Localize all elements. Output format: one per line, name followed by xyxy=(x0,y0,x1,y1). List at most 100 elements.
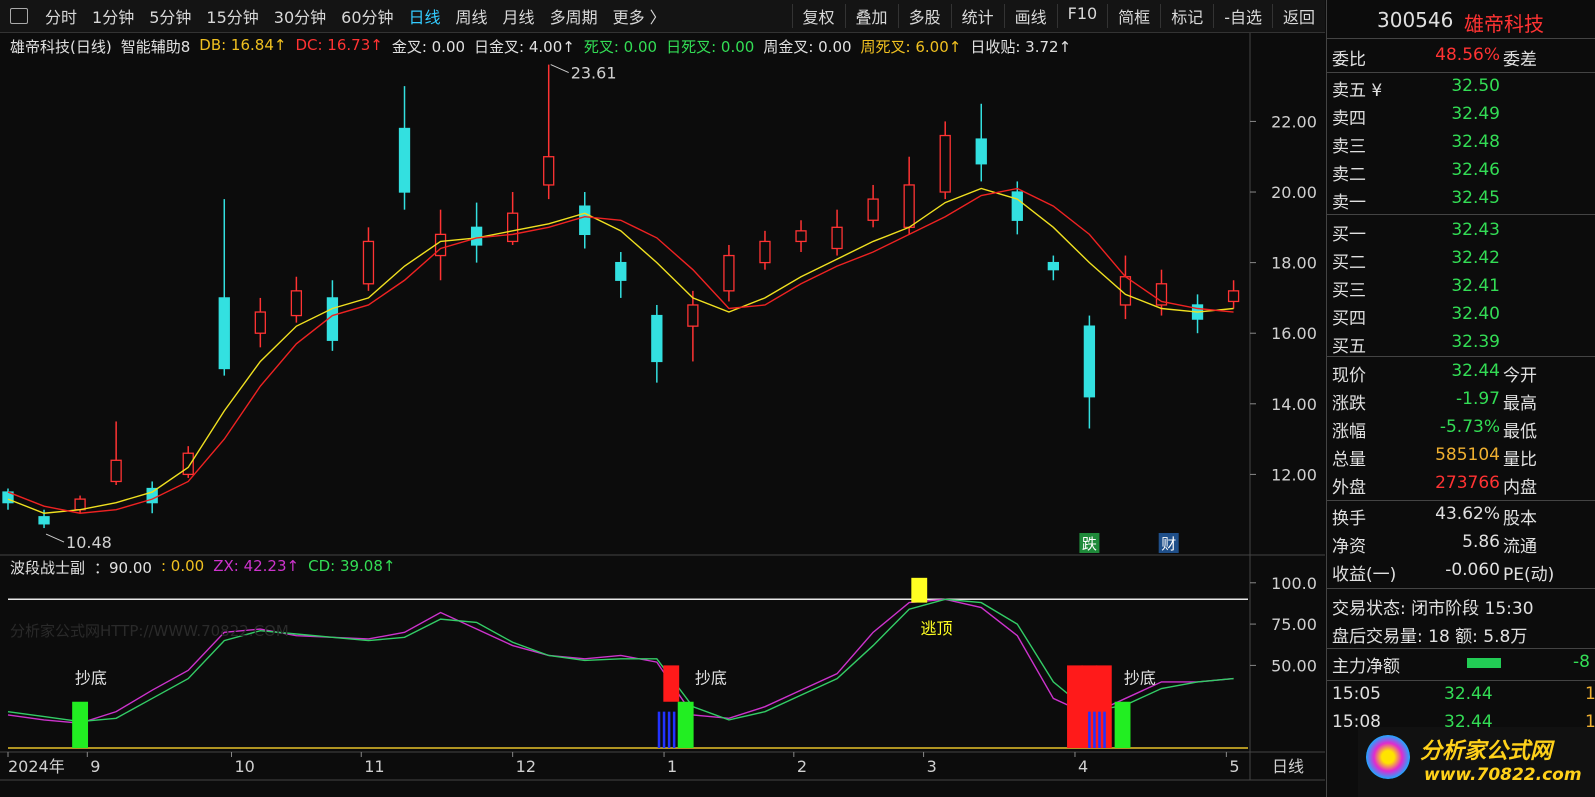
candle-body xyxy=(579,205,591,236)
tool-button[interactable]: 简框 xyxy=(1107,4,1160,28)
period-tab[interactable]: 周线 xyxy=(455,8,488,27)
candle-body xyxy=(795,230,807,243)
row-label: 今开 xyxy=(1503,366,1537,386)
period-tab[interactable]: 5分钟 xyxy=(149,8,192,27)
tool-button[interactable]: F10 xyxy=(1056,4,1108,28)
tool-button[interactable]: 统计 xyxy=(950,4,1004,28)
legend-item: ：90.00 xyxy=(94,559,152,577)
period-tab[interactable]: 月线 xyxy=(502,8,535,27)
brand-url: www.70822.com xyxy=(1424,765,1582,785)
row-value: 32.42 xyxy=(1451,248,1500,268)
row-label: 量比 xyxy=(1503,450,1537,470)
period-tab[interactable]: 多周期 xyxy=(549,8,598,27)
legend-item: DB: 16.84↑ xyxy=(199,36,287,54)
ask-row: 卖五 ¥ 32.50 xyxy=(1327,73,1595,101)
tool-button[interactable]: 多股 xyxy=(897,4,951,28)
menu-icon[interactable] xyxy=(10,8,28,24)
candle-body xyxy=(74,498,86,511)
signal-bar xyxy=(663,665,680,702)
candle-body xyxy=(2,491,14,504)
event-marker-box xyxy=(1158,533,1179,553)
y-tick-label: 22.00 xyxy=(1271,112,1317,131)
tool-button[interactable]: 画线 xyxy=(1003,4,1057,28)
tool-button[interactable]: 叠加 xyxy=(844,4,898,28)
candle-body xyxy=(38,516,50,525)
tool-button[interactable]: 返回 xyxy=(1271,4,1325,28)
bid-row: 买四 32.40 xyxy=(1327,301,1595,329)
legend-item: 日金叉: 4.00↑ xyxy=(474,38,575,56)
price-annotation: 10.48 xyxy=(66,533,112,552)
candle-body xyxy=(218,297,230,370)
x-tick-label: 1 xyxy=(667,757,677,776)
separator xyxy=(1327,680,1595,681)
period-tabs: 分时 1分钟 5分钟 15分钟 30分钟 60分钟 日线 周线 月线 多周期 更多 〉 xyxy=(0,4,666,28)
annotation-arrow xyxy=(550,64,569,74)
tool-button[interactable]: 复权 xyxy=(791,4,845,28)
separator xyxy=(1327,214,1595,215)
candle-body xyxy=(182,452,194,476)
stripe-bar xyxy=(1088,711,1091,748)
candle-body xyxy=(110,459,122,483)
after-hours: 盘后交易量: 18 额: 5.8万 xyxy=(1332,627,1528,647)
row-label: 收益(一) xyxy=(1332,565,1397,585)
tick-time: 15:05 xyxy=(1332,684,1381,704)
candle-body xyxy=(1227,290,1240,303)
candle-body xyxy=(723,254,735,292)
tick-price: 32.44 xyxy=(1444,684,1493,704)
row-label: 涨跌 xyxy=(1332,394,1366,414)
period-tab[interactable]: 更多 〉 xyxy=(612,8,666,27)
tool-button[interactable]: -自选 xyxy=(1213,4,1272,28)
candle-body xyxy=(254,311,266,334)
y-tick-label: 18.00 xyxy=(1271,254,1317,273)
row-label: 卖五 ¥ xyxy=(1332,81,1383,101)
stock-name: 雄帝科技 xyxy=(1464,12,1544,36)
bid-row: 买二 32.42 xyxy=(1327,245,1595,273)
tool-button[interactable]: 标记 xyxy=(1160,4,1213,28)
period-tab[interactable]: 日线 xyxy=(408,8,441,27)
brand-name: 分析家公式网 xyxy=(1420,739,1553,764)
row-value: 32.44 xyxy=(1451,361,1500,381)
period-tab[interactable]: 1分钟 xyxy=(92,8,135,27)
watermark: 分析家公式网HTTP://WWW.70822.COM xyxy=(10,622,289,640)
stripe-bar xyxy=(662,711,666,748)
legend-item: 周金叉: 0.00 xyxy=(763,38,852,56)
row-value: 32.43 xyxy=(1451,220,1500,240)
stripe-bar xyxy=(1103,711,1106,748)
order-ratio: 委比 48.56% 委差 xyxy=(1327,42,1595,70)
y-tick-label: 50.00 xyxy=(1271,656,1317,675)
quote-panel: 300546 雄帝科技 委比 48.56% 委差 卖五 ¥ 32.50 卖四 32.49 卖三… xyxy=(1326,0,1595,797)
period-tab[interactable]: 分时 xyxy=(45,8,78,27)
row-label: 委比 xyxy=(1332,50,1366,70)
separator xyxy=(1327,72,1595,73)
candle-body xyxy=(1083,325,1096,398)
row-label: 买二 xyxy=(1332,253,1366,273)
legend-item: 周死叉: 6.00↑ xyxy=(860,38,962,56)
main-flow-bar xyxy=(1467,658,1501,668)
tick-volume: 1. xyxy=(1585,684,1595,704)
candle-body xyxy=(939,134,951,193)
candle-body xyxy=(543,156,555,186)
candle-body xyxy=(687,304,699,327)
x-tick-label: 12 xyxy=(516,757,536,776)
candle-body xyxy=(1155,283,1168,306)
row-value: 48.56% xyxy=(1435,45,1500,65)
period-tab[interactable]: 15分钟 xyxy=(206,8,259,27)
y-tick-label: 100.0 xyxy=(1271,574,1317,593)
ask-row: 卖一 32.45 xyxy=(1327,185,1595,213)
signal-label: 逃顶 xyxy=(921,619,953,638)
legend-item: : 0.00 xyxy=(160,557,205,575)
row-label: 总量 xyxy=(1332,450,1366,470)
separator xyxy=(1327,38,1595,39)
row-value: 273766 xyxy=(1435,473,1500,493)
period-tab[interactable]: 60分钟 xyxy=(341,8,394,27)
moving-average xyxy=(7,187,1234,514)
ask-row: 卖二 32.46 xyxy=(1327,157,1595,185)
legend-item: 日死叉: 0.00 xyxy=(666,38,755,56)
row-label: 换手 xyxy=(1332,509,1366,529)
candle-body xyxy=(362,240,375,285)
event-marker: 跌 xyxy=(1082,535,1097,553)
period-tab[interactable]: 30分钟 xyxy=(273,8,327,27)
signal-bar xyxy=(677,701,694,748)
row-label: 内盘 xyxy=(1503,478,1537,498)
legend-item: CD: 39.08↑ xyxy=(308,557,396,575)
